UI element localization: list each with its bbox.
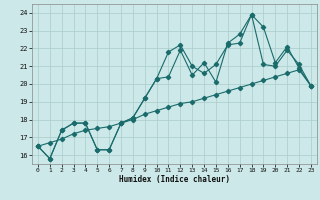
X-axis label: Humidex (Indice chaleur): Humidex (Indice chaleur) — [119, 175, 230, 184]
